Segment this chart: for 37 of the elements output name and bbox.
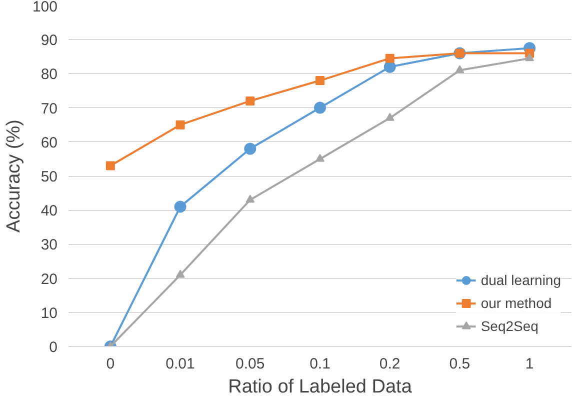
y-axis-title: Accuracy (%): [3, 120, 24, 232]
y-tick-label: 70: [40, 100, 58, 118]
y-tick-label: 90: [40, 32, 58, 50]
y-tick-label: 60: [40, 134, 58, 152]
point: [314, 102, 326, 114]
y-tick-label: 20: [40, 270, 58, 288]
x-tick-label: 0.01: [166, 356, 195, 372]
x-tick-label: 0.2: [379, 356, 400, 372]
point: [385, 54, 394, 63]
point: [176, 270, 185, 278]
x-tick-label: 0.5: [449, 356, 470, 372]
point: [174, 200, 186, 213]
x-axis-title: Ratio of Labeled Data: [228, 376, 412, 398]
point: [246, 194, 255, 203]
point: [525, 53, 534, 62]
point: [246, 96, 255, 106]
point: [106, 161, 115, 170]
legend-label: Seq2Seq: [480, 318, 538, 334]
point: [385, 112, 394, 121]
point: [244, 142, 256, 155]
y-tick-label: 80: [40, 66, 58, 84]
legend-label: dual learning: [480, 272, 561, 288]
y-tick-label: 100: [32, 0, 58, 16]
y-tick-label: 10: [40, 304, 58, 322]
x-tick-label: 0: [106, 356, 115, 372]
point: [176, 120, 185, 130]
x-tick-label: 0.05: [236, 356, 265, 372]
y-tick-label: 0: [49, 339, 58, 356]
y-tick-label: 30: [40, 236, 58, 254]
legend-label: our method: [480, 295, 552, 311]
x-tick-label: 0.1: [310, 356, 330, 372]
point: [316, 76, 324, 86]
y-tick-label: 40: [40, 202, 58, 220]
x-tick-label: 1: [525, 356, 534, 372]
y-tick-label: 50: [40, 168, 58, 186]
point: [316, 154, 324, 162]
point: [455, 65, 464, 74]
